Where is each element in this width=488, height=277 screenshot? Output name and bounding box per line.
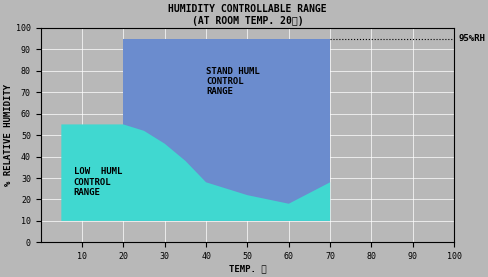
Y-axis label: % RELATIVE HUMIDITY: % RELATIVE HUMIDITY (4, 84, 13, 186)
X-axis label: TEMP. ℃: TEMP. ℃ (228, 264, 265, 273)
Polygon shape (123, 39, 329, 221)
Text: LOW  HUML
CONTROL
RANGE: LOW HUML CONTROL RANGE (74, 167, 122, 197)
Text: STAND HUML
CONTROL
RANGE: STAND HUML CONTROL RANGE (205, 66, 259, 96)
Polygon shape (61, 124, 329, 221)
Text: 95%RH: 95%RH (457, 34, 484, 43)
Title: HUMIDITY CONTROLLABLE RANGE
(AT ROOM TEMP. 20℃): HUMIDITY CONTROLLABLE RANGE (AT ROOM TEM… (168, 4, 326, 26)
